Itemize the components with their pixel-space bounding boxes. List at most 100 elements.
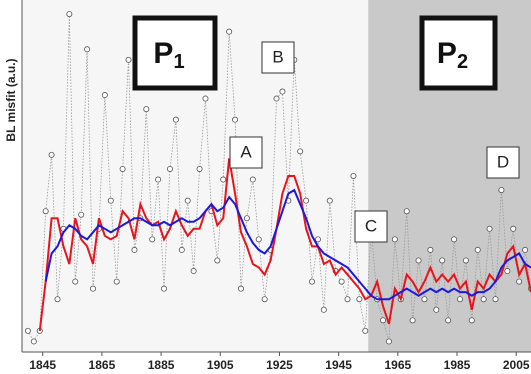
data-point (380, 317, 387, 324)
y-axis-label: BL misfit (a.u.) (4, 58, 18, 141)
data-point (125, 56, 132, 63)
data-point (66, 11, 73, 18)
data-point (178, 246, 185, 253)
data-point (309, 278, 316, 285)
data-point (415, 257, 422, 264)
data-point (172, 116, 179, 123)
data-point (24, 327, 31, 334)
data-point (350, 172, 357, 179)
data-point (119, 165, 126, 172)
data-point (403, 208, 410, 215)
x-tick-label: 1885 (148, 358, 175, 372)
period-label: P1 (153, 37, 184, 73)
data-point (314, 236, 321, 243)
data-point (243, 215, 250, 222)
period-box (132, 15, 218, 91)
data-point (143, 106, 150, 113)
x-tick-label: 1985 (444, 358, 471, 372)
period-letter: P (153, 37, 173, 70)
data-point (196, 165, 203, 172)
data-point (42, 208, 49, 215)
period-box (419, 15, 498, 91)
data-point (273, 95, 280, 102)
data-point (78, 211, 85, 218)
data-point (326, 197, 333, 204)
data-point (427, 246, 434, 253)
data-point (474, 246, 481, 253)
x-tick-label: 1845 (29, 358, 56, 372)
data-point (522, 246, 529, 253)
data-point (54, 296, 61, 303)
data-point (113, 278, 120, 285)
data-point (421, 296, 428, 303)
data-point (161, 285, 168, 292)
data-point (344, 296, 351, 303)
data-point (30, 338, 37, 345)
data-point (72, 278, 79, 285)
annotation-box (229, 136, 263, 169)
data-point (214, 257, 221, 264)
data-point (468, 317, 475, 324)
annotation-label: B (272, 47, 283, 66)
x-tick-label: 1925 (266, 358, 293, 372)
data-point (90, 285, 97, 292)
data-point (456, 296, 463, 303)
annotation-label: D (497, 152, 509, 171)
data-point (356, 296, 363, 303)
x-tick-label: 2005 (503, 358, 530, 372)
x-tick-label: 1905 (207, 358, 234, 372)
data-point (492, 296, 499, 303)
data-point (190, 268, 197, 275)
data-point (445, 317, 452, 324)
data-point (249, 176, 256, 183)
period-letter: P (437, 37, 457, 70)
data-point (504, 268, 511, 275)
annotation-box (486, 146, 520, 179)
data-point (391, 236, 398, 243)
data-point (486, 225, 493, 232)
annotation-label: A (240, 142, 252, 161)
x-tick-label: 1945 (325, 358, 352, 372)
data-point (107, 197, 114, 204)
data-point (255, 236, 262, 243)
data-point (433, 306, 440, 313)
period-subscript: 2 (457, 51, 468, 73)
data-point (362, 327, 369, 334)
data-point (338, 278, 345, 285)
period-label: P2 (437, 37, 468, 73)
data-point (480, 296, 487, 303)
data-point (155, 176, 162, 183)
x-tick-label: 1965 (384, 358, 411, 372)
data-point (149, 236, 156, 243)
data-point (498, 187, 505, 194)
data-point (462, 257, 469, 264)
data-point (84, 46, 91, 53)
data-point (409, 317, 416, 324)
series-line (44, 188, 531, 301)
data-point (261, 296, 268, 303)
data-point (303, 197, 310, 204)
data-point (101, 92, 108, 99)
data-point (131, 246, 138, 253)
data-point (439, 257, 446, 264)
data-point (48, 151, 55, 158)
data-point (166, 165, 173, 172)
data-point (226, 28, 233, 35)
data-point (297, 148, 304, 155)
data-point (184, 197, 191, 204)
data-point (279, 88, 286, 95)
data-point (237, 285, 244, 292)
data-point (202, 95, 209, 102)
series-line (38, 158, 531, 331)
data-point (510, 225, 517, 232)
annotation-label: C (365, 216, 377, 235)
annotation-box (261, 41, 295, 74)
period-subscript: 1 (173, 51, 184, 73)
data-point (220, 176, 227, 183)
data-point (385, 338, 392, 345)
series-line (27, 14, 531, 343)
data-point (320, 306, 327, 313)
data-point (232, 116, 239, 123)
x-tick-label: 1865 (89, 358, 116, 372)
